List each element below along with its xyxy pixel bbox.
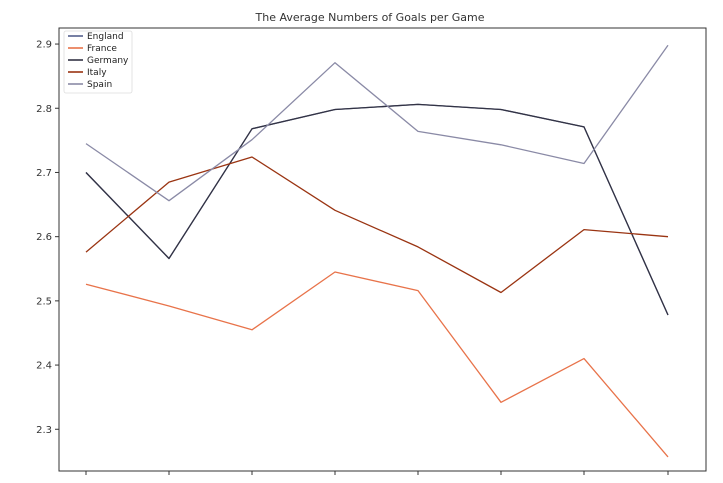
series-lines [85, 44, 669, 458]
plot-frame [58, 27, 707, 472]
series-line-england [85, 103, 669, 316]
legend: England France Germany Italy Spain [63, 30, 133, 94]
y-tick-label: 2.6 [36, 232, 52, 243]
y-tick-label: 2.3 [36, 425, 52, 436]
legend-box [63, 30, 133, 94]
y-tick-label: 2.4 [36, 361, 52, 372]
legend-label-germany: Germany [87, 56, 129, 66]
legend-label-italy: Italy [87, 68, 107, 78]
series-line-spain [85, 44, 669, 202]
legend-label-england: England [87, 32, 124, 42]
series-line-germany [85, 103, 669, 316]
y-tick-label: 2.5 [36, 296, 52, 307]
series-line-italy [85, 156, 669, 294]
y-tick-label: 2.7 [36, 168, 52, 179]
y-tick-label: 2.9 [36, 40, 52, 51]
chart-title: The Average Numbers of Goals per Game [255, 11, 485, 24]
series-line-france [85, 271, 669, 458]
y-tick-label: 2.8 [36, 104, 52, 115]
legend-label-france: France [87, 44, 117, 54]
legend-label-spain: Spain [87, 80, 112, 90]
axis-ticks: 2.3 2.4 2.5 2.6 2.7 2.8 2.9 [36, 40, 669, 475]
